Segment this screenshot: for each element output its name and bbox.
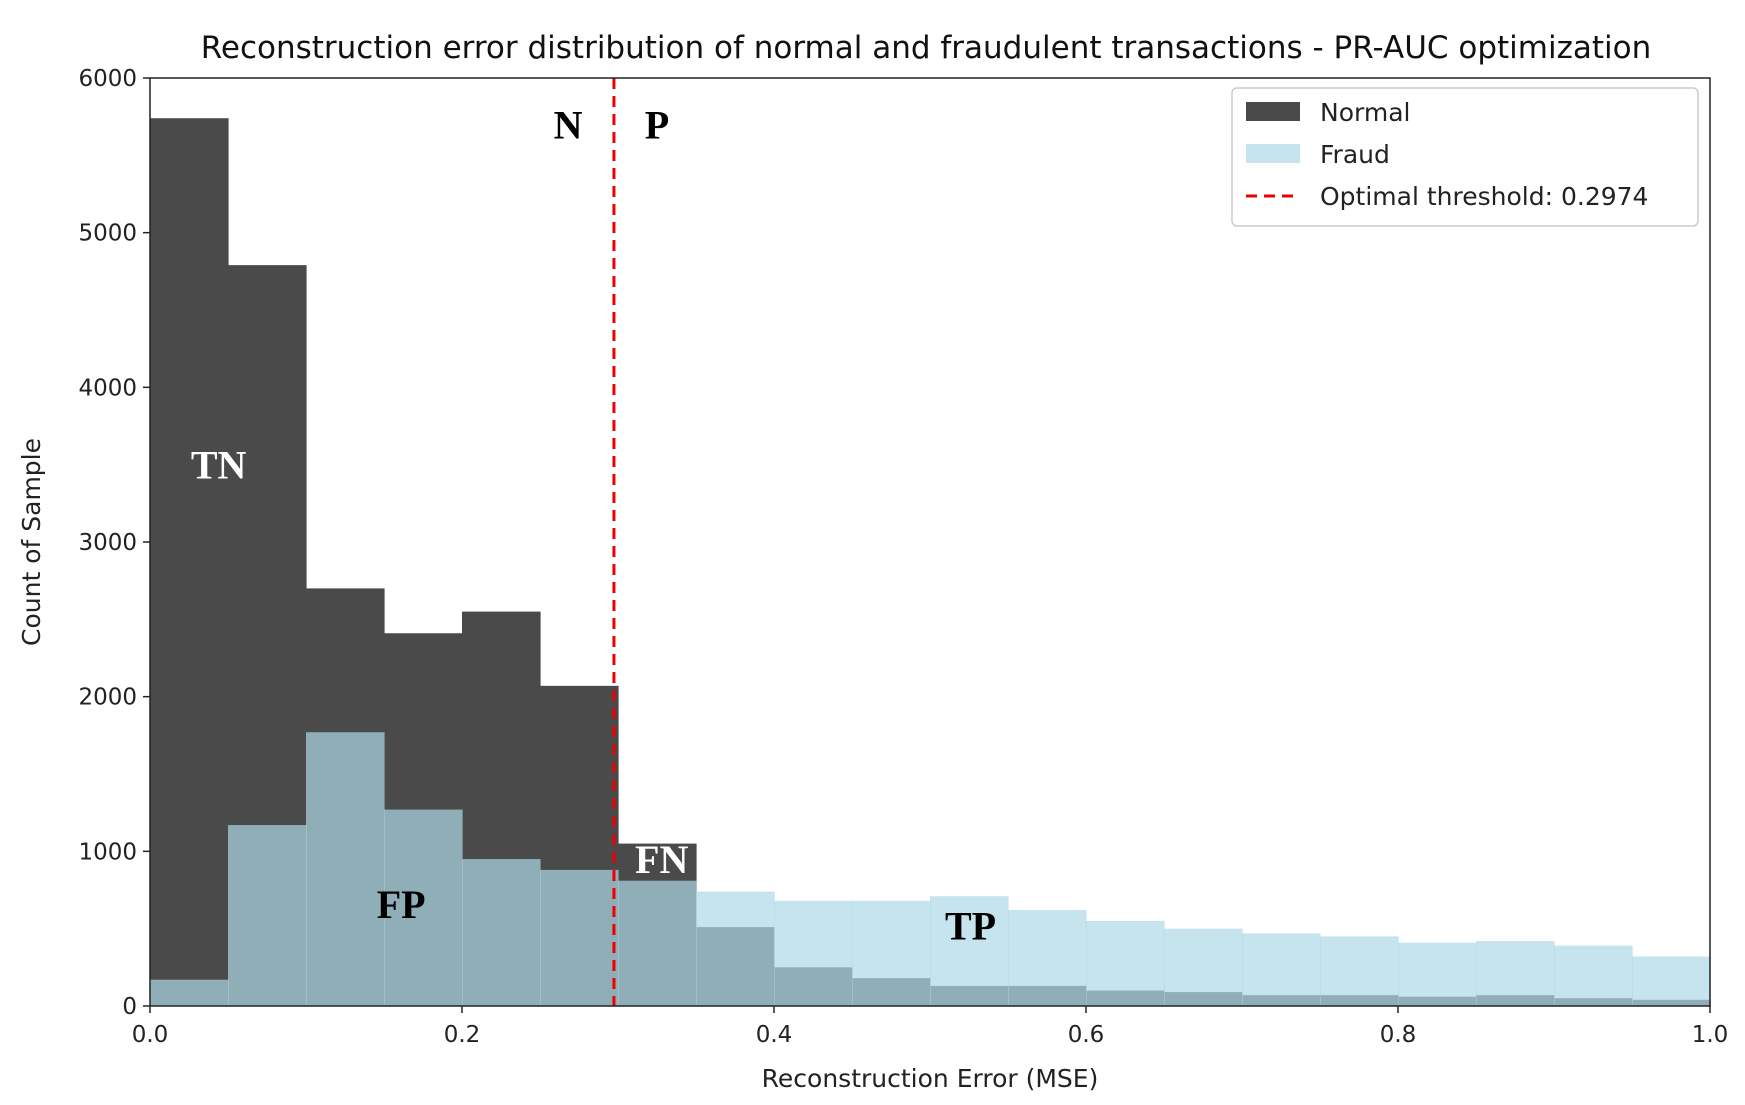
x-tick-label: 0.2 [444,1022,481,1048]
y-axis-label: Count of Sample [17,438,46,646]
legend-threshold-label: Optimal threshold: 0.2974 [1320,182,1648,211]
chart-title: Reconstruction error distribution of nor… [201,30,1652,66]
fraud-bar [1632,956,1711,1006]
fraud-bar [462,859,541,1006]
annotation-tn: TN [191,443,247,488]
fraud-bar [1086,920,1165,1006]
fraud-bar [618,880,697,1006]
fraud-bars [150,732,1711,1006]
fraud-bar [306,732,385,1006]
legend-fraud-swatch [1246,144,1300,163]
annotation-p: P [645,102,669,147]
fraud-bar [1398,942,1477,1006]
x-tick-label: 0.0 [132,1022,169,1048]
fraud-bar [384,809,463,1006]
x-tick-label: 0.6 [1068,1022,1105,1048]
legend-fraud-label: Fraud [1320,140,1390,169]
y-axis-ticks: 0 1000 2000 3000 4000 5000 6000 [78,66,150,1020]
fraud-bar [150,979,229,1006]
fraud-bar [228,825,307,1006]
x-axis-label: Reconstruction Error (MSE) [762,1064,1099,1093]
fraud-bar [1008,910,1087,1006]
fraud-bar [774,900,853,1006]
fraud-bar [540,869,619,1006]
x-axis-ticks: 0.0 0.2 0.4 0.6 0.8 1.0 [132,1006,1729,1048]
fraud-bar [1242,933,1321,1006]
normal-bar [150,118,229,1007]
fraud-bar [1164,928,1243,1006]
x-tick-label: 0.8 [1380,1022,1417,1048]
y-tick-label: 6000 [78,66,137,92]
legend-normal-label: Normal [1320,98,1410,127]
y-tick-label: 4000 [78,375,137,401]
plot-area: N P TN FN FP TP [149,77,1711,1007]
annotation-tp: TP [945,903,996,948]
fraud-bar [852,900,931,1006]
annotation-fp: FP [377,882,426,927]
fraud-bar [930,896,1009,1006]
legend-box [1231,87,1699,227]
fraud-bar [1320,936,1399,1006]
fraud-bar [1476,941,1555,1006]
y-tick-label: 1000 [78,839,137,865]
annotation-n: N [554,102,583,147]
y-tick-label: 5000 [78,221,137,247]
y-tick-label: 2000 [78,685,137,711]
legend: Normal Fraud Optimal threshold: 0.2974 [1231,87,1699,227]
y-tick-label: 0 [122,994,137,1020]
x-tick-label: 0.4 [756,1022,793,1048]
x-tick-label: 1.0 [1692,1022,1729,1048]
fraud-bar [696,891,775,1006]
annotation-fn: FN [635,837,688,882]
fraud-bar [1554,945,1633,1006]
legend-normal-swatch [1246,102,1300,121]
region-annotations: N P TN FN FP TP [191,102,996,948]
y-tick-label: 3000 [78,530,137,556]
